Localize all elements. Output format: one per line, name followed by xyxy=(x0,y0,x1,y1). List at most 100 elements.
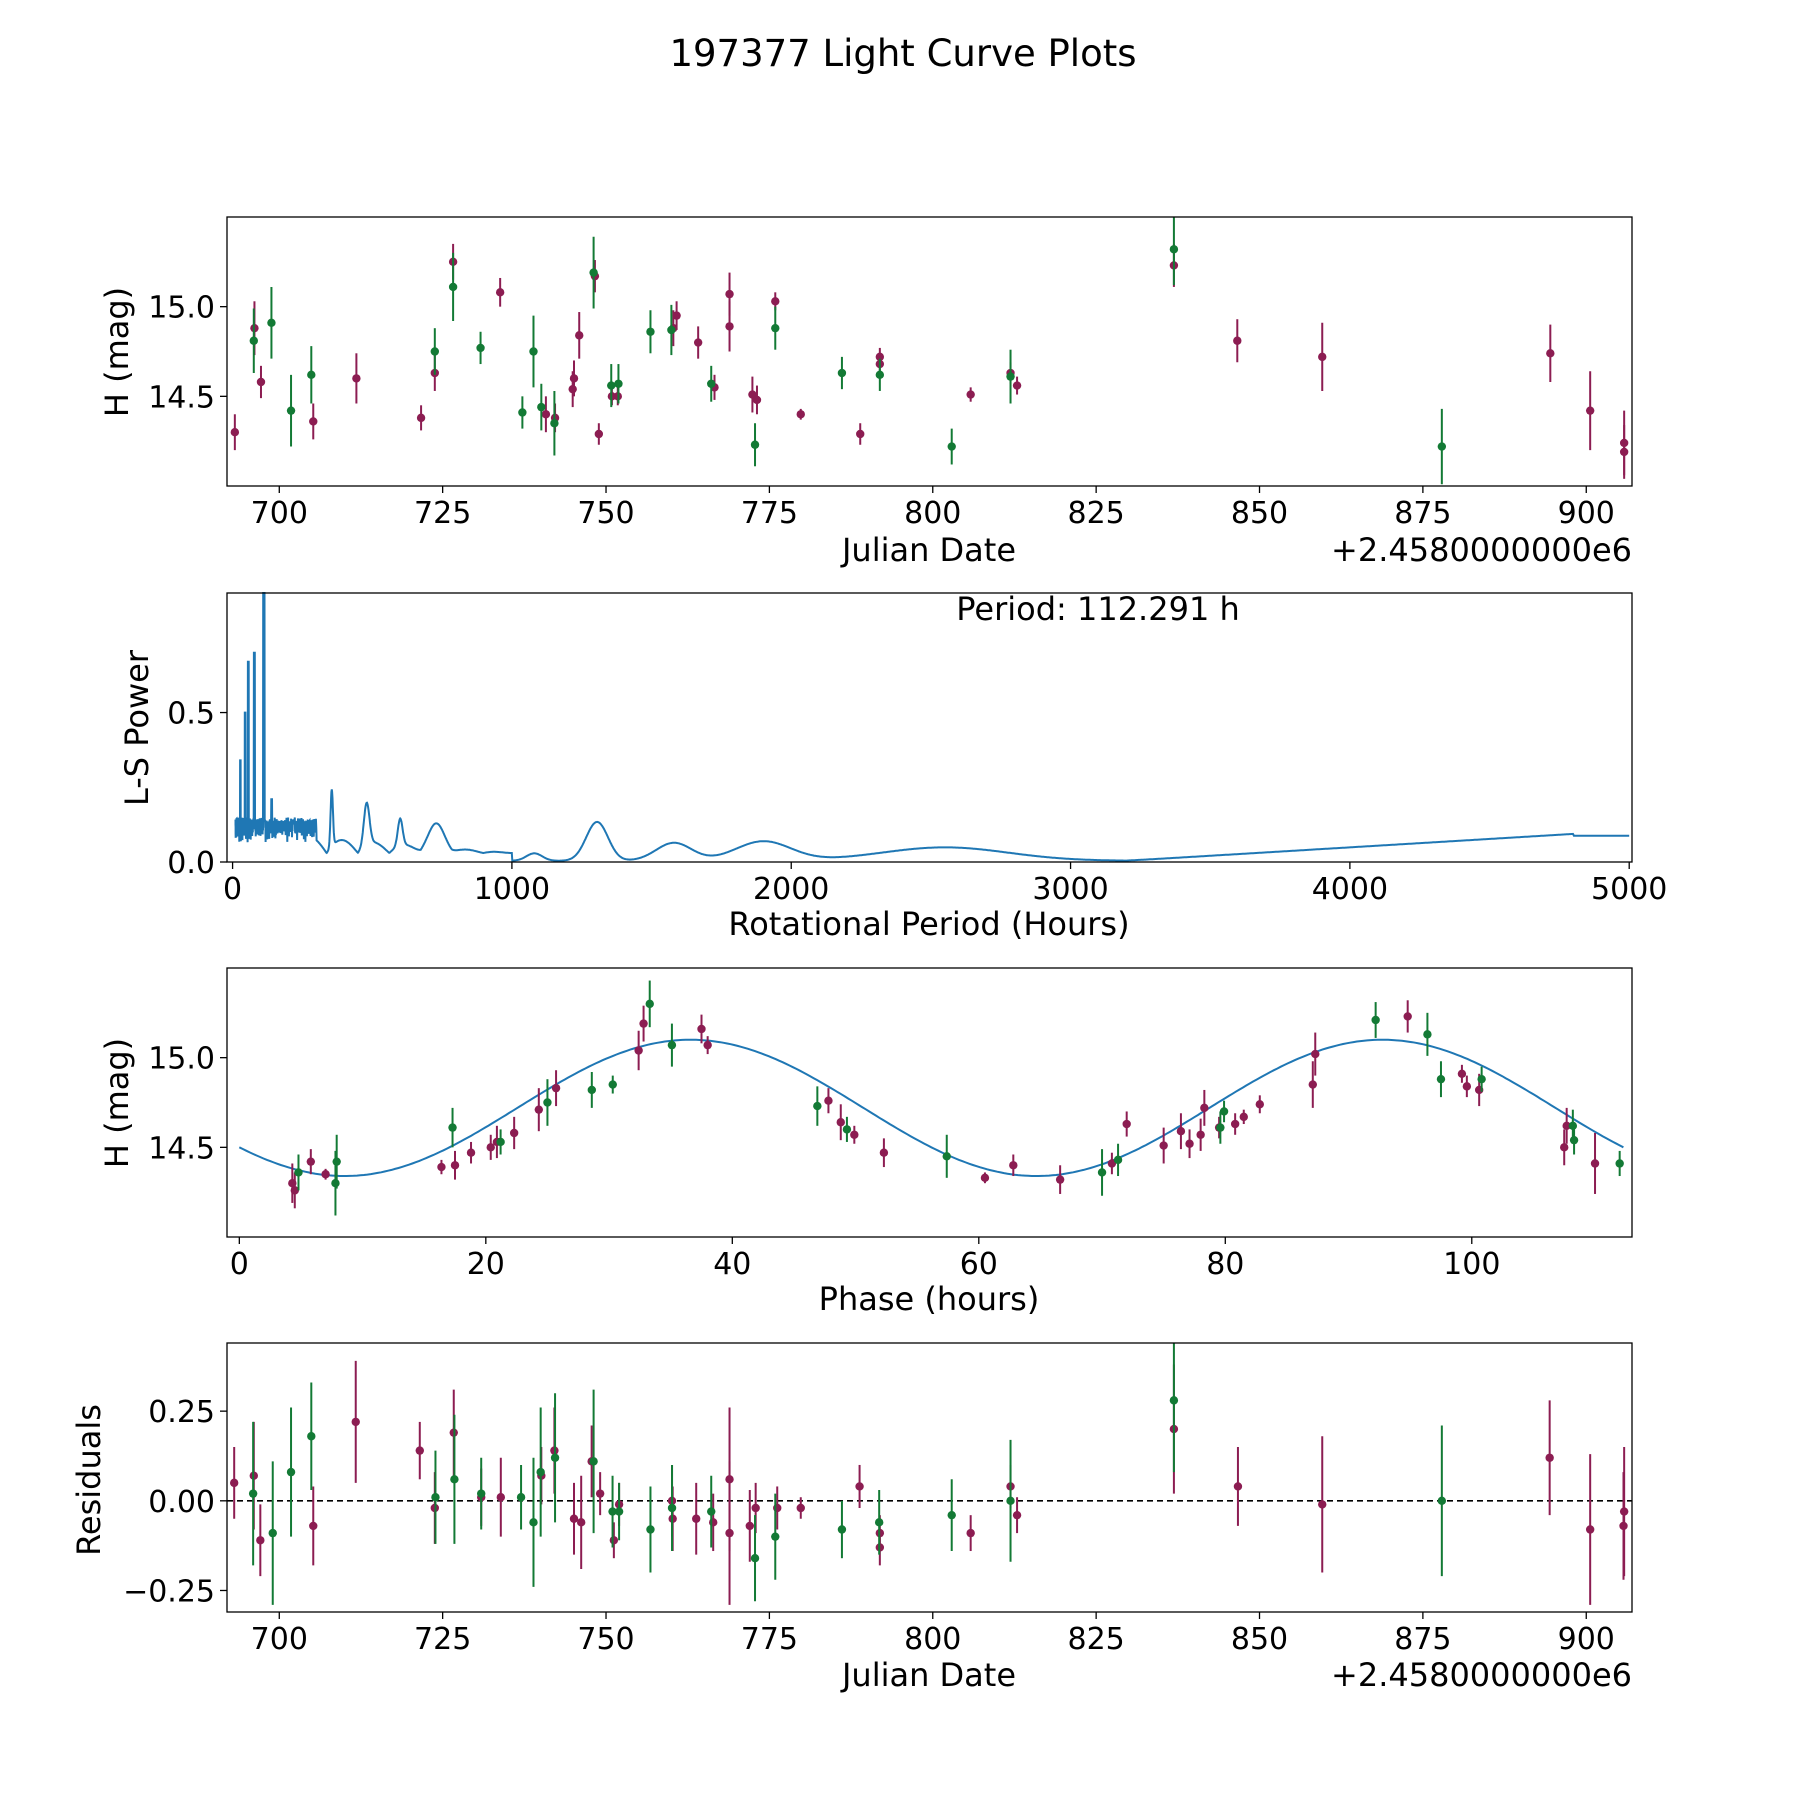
data-point xyxy=(836,1118,845,1127)
data-point xyxy=(1055,1175,1065,1184)
x-tick-label: 900 xyxy=(1558,1622,1615,1657)
data-point xyxy=(249,336,258,345)
data-point xyxy=(1437,1496,1447,1506)
data-point xyxy=(1437,442,1447,451)
data-point xyxy=(309,1521,318,1531)
x-tick-label: 700 xyxy=(251,496,308,531)
data-point xyxy=(667,1503,677,1513)
data-point xyxy=(294,1168,303,1177)
data-point xyxy=(550,1453,560,1462)
plot-frame xyxy=(226,216,1633,487)
data-point xyxy=(589,1457,598,1466)
x-tick-label: 900 xyxy=(1558,496,1615,531)
x-axis: 700 725 750 775 800 825 850 875 900 xyxy=(251,486,1615,531)
data-point xyxy=(725,289,734,299)
x-tick-label: 3000 xyxy=(1032,872,1108,907)
data-point xyxy=(608,1080,617,1089)
data-point xyxy=(609,1536,619,1545)
data-point xyxy=(725,1528,734,1538)
data-point xyxy=(568,384,577,394)
data-point xyxy=(1318,352,1327,362)
data-point xyxy=(576,1518,586,1527)
data-point xyxy=(309,417,318,426)
data-point xyxy=(1569,1135,1579,1145)
x-tick-label: 80 xyxy=(1206,1247,1244,1282)
data-point xyxy=(477,1489,486,1498)
x-tick-label: 800 xyxy=(904,1622,961,1657)
data-point xyxy=(1200,1103,1209,1113)
x-tick-label: 1000 xyxy=(474,872,550,907)
data-point xyxy=(692,1514,701,1523)
plot-area xyxy=(234,592,1630,862)
plot-area xyxy=(230,217,1629,485)
x-tick-label: 2000 xyxy=(753,872,829,907)
data-point xyxy=(352,374,361,383)
data-point xyxy=(415,1446,424,1455)
data-point xyxy=(771,297,780,306)
x-tick-label: 40 xyxy=(713,1247,751,1282)
y-tick-label: 14.5 xyxy=(148,1131,215,1166)
data-point xyxy=(850,1130,859,1139)
data-point xyxy=(1176,1126,1186,1136)
data-point xyxy=(1169,1396,1179,1405)
data-point xyxy=(331,1179,340,1188)
data-point xyxy=(569,1514,579,1523)
data-point xyxy=(267,318,276,328)
data-point xyxy=(1107,1159,1117,1168)
data-point xyxy=(703,1040,712,1050)
y-tick-label: −0.25 xyxy=(123,1574,215,1609)
data-point xyxy=(518,408,527,417)
data-point xyxy=(569,374,579,383)
data-point xyxy=(332,1157,341,1166)
y-tick-label: 0.00 xyxy=(148,1485,215,1520)
data-point xyxy=(1562,1121,1571,1131)
data-point xyxy=(306,1157,316,1166)
x-tick-label: 775 xyxy=(741,496,798,531)
data-point xyxy=(430,347,440,356)
y-axis: 0.0 0.5 xyxy=(167,697,227,881)
data-point xyxy=(646,1525,655,1534)
x-axis: 0 1000 2000 3000 4000 5000 xyxy=(223,862,1667,907)
data-point xyxy=(1159,1141,1168,1150)
data-point xyxy=(496,1493,506,1502)
x-tick-label: 750 xyxy=(577,496,634,531)
data-point xyxy=(448,282,458,292)
data-point xyxy=(516,1493,526,1502)
data-point xyxy=(286,1467,296,1477)
data-point xyxy=(1233,1482,1243,1491)
data-point xyxy=(1403,1012,1412,1021)
data-point xyxy=(587,1085,597,1095)
data-point xyxy=(745,1521,754,1531)
data-point xyxy=(1185,1139,1194,1148)
data-point xyxy=(1122,1119,1131,1129)
y-axis-label: H (mag) xyxy=(98,1038,136,1168)
data-point xyxy=(614,379,623,388)
y-axis-label: H (mag) xyxy=(98,287,136,417)
data-point xyxy=(634,1046,643,1055)
y-tick-label: 0.5 xyxy=(167,697,215,732)
data-point xyxy=(879,1148,889,1157)
data-point xyxy=(771,323,780,333)
x-axis-label: Julian Date xyxy=(840,1656,1016,1694)
data-point xyxy=(614,1507,624,1516)
data-point xyxy=(1371,1015,1380,1025)
data-point xyxy=(672,311,681,320)
data-point xyxy=(707,1507,716,1516)
data-point xyxy=(1457,1069,1467,1079)
y-tick-label: 0.25 xyxy=(148,1395,215,1430)
data-point xyxy=(551,1083,561,1093)
data-point xyxy=(639,1019,648,1028)
figure-title: 197377 Light Curve Plots xyxy=(669,32,1136,75)
data-point xyxy=(230,428,240,437)
data-point xyxy=(1216,1123,1225,1132)
data-point xyxy=(1233,336,1242,345)
data-point xyxy=(796,410,805,419)
data-point xyxy=(1012,1510,1022,1520)
data-point xyxy=(541,410,551,419)
data-point xyxy=(1239,1112,1248,1122)
data-point xyxy=(750,1554,760,1563)
model-fit-curve xyxy=(238,1038,1624,1177)
x-axis: 0 20 40 60 80 100 xyxy=(230,1237,1500,1282)
x-axis-label: Julian Date xyxy=(840,531,1016,569)
data-point xyxy=(595,1489,605,1498)
